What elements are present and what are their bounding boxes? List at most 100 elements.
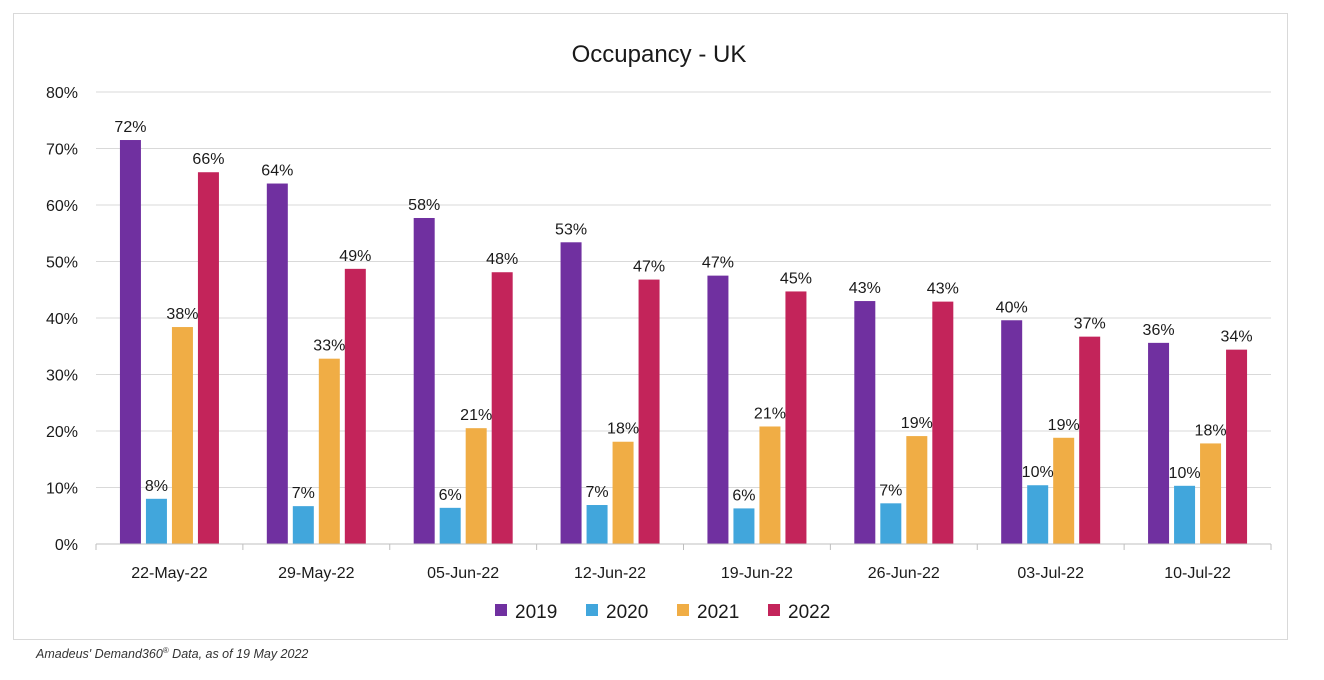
- x-tick-label: 19-Jun-22: [721, 565, 793, 582]
- bar-2020: [1027, 485, 1049, 544]
- bar-2022: [491, 272, 513, 544]
- bar-2019: [854, 301, 876, 544]
- y-tick-label: 60%: [46, 198, 78, 215]
- x-tick-label: 03-Jul-22: [1017, 565, 1084, 582]
- bar-2019: [413, 217, 435, 544]
- bar-2021: [906, 436, 928, 544]
- bar-2019: [560, 242, 582, 545]
- data-label: 6%: [439, 487, 462, 504]
- y-tick-label: 0%: [55, 537, 78, 554]
- data-label: 7%: [879, 482, 902, 499]
- data-label: 21%: [460, 407, 492, 424]
- bar-2022: [785, 291, 807, 544]
- bar-2020: [586, 505, 608, 544]
- data-label: 64%: [261, 163, 293, 180]
- data-label: 40%: [996, 299, 1028, 316]
- x-tick-label: 10-Jul-22: [1164, 565, 1231, 582]
- bar-2019: [1001, 320, 1023, 544]
- legend-label: 2022: [788, 602, 830, 623]
- x-tick-label: 26-Jun-22: [868, 565, 940, 582]
- data-label: 36%: [1143, 322, 1175, 339]
- axes: 0% 10% 20% 30% 40% 50% 60% 70% 80% 22-May-22 29-Ma…: [46, 85, 1272, 582]
- bar-2019: [707, 275, 729, 544]
- legend-swatch-2022: [768, 604, 780, 616]
- bar-2019: [1148, 342, 1170, 544]
- data-label: 21%: [754, 405, 786, 422]
- data-label: 10%: [1169, 465, 1201, 482]
- x-tick-label: 12-Jun-22: [574, 565, 646, 582]
- data-label: 19%: [1048, 417, 1080, 434]
- legend-swatch-2019: [495, 604, 507, 616]
- data-label: 48%: [486, 251, 518, 268]
- data-label: 19%: [901, 415, 933, 432]
- source-note: Amadeus' Demand360® Data, as of 19 May 2…: [36, 646, 308, 661]
- data-label: 7%: [586, 484, 609, 501]
- bar-2021: [612, 441, 634, 544]
- bar-2019: [266, 183, 288, 544]
- legend-label: 2019: [515, 602, 557, 623]
- y-tick-label: 80%: [46, 85, 78, 102]
- chart-title: Occupancy - UK: [572, 41, 747, 68]
- bar-2021: [318, 358, 340, 544]
- bar-2021: [1200, 443, 1222, 544]
- legend-label: 2021: [697, 602, 739, 623]
- x-tick-label: 22-May-22: [131, 565, 208, 582]
- data-label: 53%: [555, 221, 587, 238]
- legend: 2019 2020 2021 2022: [495, 602, 830, 623]
- registered-mark: ®: [162, 646, 169, 655]
- source-prefix: Amadeus' Demand360: [36, 647, 163, 662]
- bar-2020: [292, 506, 314, 544]
- gridlines: [96, 91, 1271, 488]
- bar-2022: [638, 279, 660, 544]
- bar-2021: [465, 428, 487, 544]
- y-tick-label: 40%: [46, 311, 78, 328]
- bar-2021: [1053, 437, 1075, 544]
- y-tick-label: 10%: [46, 481, 78, 498]
- y-tick-label: 30%: [46, 368, 78, 385]
- data-label: 49%: [339, 248, 371, 265]
- bar-2022: [197, 172, 219, 545]
- data-label: 66%: [192, 151, 224, 168]
- bar-2022: [1079, 336, 1101, 544]
- data-label: 72%: [114, 119, 146, 136]
- bar-2020: [1174, 485, 1196, 544]
- legend-swatch-2021: [677, 604, 689, 616]
- bars: [119, 140, 1248, 545]
- bar-2020: [733, 508, 755, 544]
- data-label: 58%: [408, 197, 440, 214]
- data-label: 6%: [732, 487, 755, 504]
- data-label: 43%: [927, 281, 959, 298]
- data-label: 18%: [607, 421, 639, 438]
- bar-2019: [119, 140, 141, 544]
- bar-2022: [344, 268, 366, 544]
- data-label: 10%: [1022, 464, 1054, 481]
- x-tick-label: 29-May-22: [278, 565, 355, 582]
- y-tick-label: 20%: [46, 424, 78, 441]
- bar-2022: [1226, 349, 1248, 544]
- y-tick-label: 50%: [46, 255, 78, 272]
- x-tick-label: 05-Jun-22: [427, 565, 499, 582]
- legend-label: 2020: [606, 602, 648, 623]
- data-label: 37%: [1074, 316, 1106, 333]
- data-labels: 72% 8% 38% 66% 64% 7% 33% 49% 58% 6% 21% 48% 53% 7% 18…: [114, 119, 1252, 504]
- bar-2020: [145, 498, 167, 544]
- data-label: 34%: [1221, 329, 1253, 346]
- bar-2021: [759, 426, 781, 544]
- bar-2020: [439, 507, 461, 544]
- legend-swatch-2020: [586, 604, 598, 616]
- y-tick-label: 70%: [46, 142, 78, 159]
- data-label: 7%: [292, 485, 315, 502]
- data-label: 43%: [849, 280, 881, 297]
- bar-2020: [880, 503, 902, 544]
- bar-2022: [932, 301, 954, 544]
- data-label: 47%: [633, 259, 665, 276]
- data-label: 47%: [702, 255, 734, 272]
- source-suffix: Data, as of 19 May 2022: [168, 647, 309, 662]
- bar-2021: [171, 327, 193, 544]
- data-label: 18%: [1195, 422, 1227, 439]
- data-label: 33%: [313, 338, 345, 355]
- data-label: 8%: [145, 478, 168, 495]
- data-label: 45%: [780, 270, 812, 287]
- data-label: 38%: [166, 306, 198, 323]
